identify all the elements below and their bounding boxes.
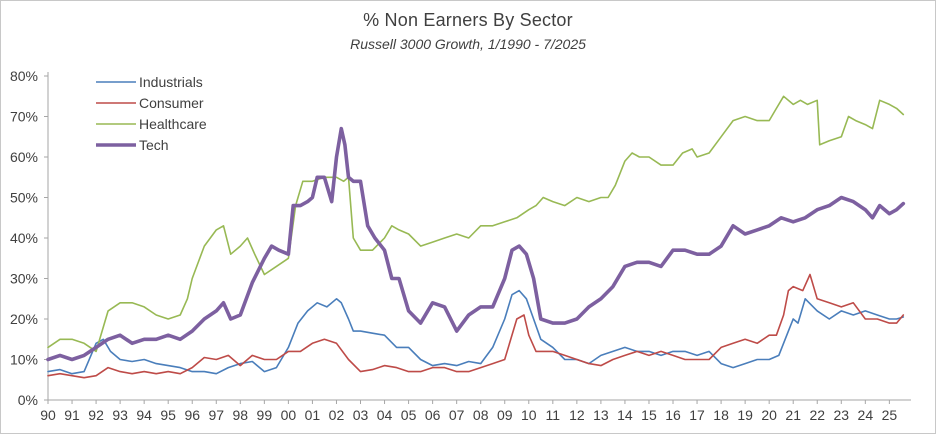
y-tick-label: 20% (10, 311, 38, 327)
x-tick-label: 22 (809, 407, 825, 423)
x-tick-label: 03 (353, 407, 369, 423)
x-tick-label: 97 (208, 407, 224, 423)
series-line-consumer (47, 273, 905, 379)
x-tick-labels: 90 91 92 93 94 95 96 97 98 99 00 01 02 03 04 05 06 07 08 09… (40, 400, 897, 423)
series-line-industrials (47, 289, 905, 375)
x-tick-label: 98 (233, 407, 249, 423)
x-tick-label: 18 (713, 407, 729, 423)
x-tick-label: 23 (833, 407, 849, 423)
x-tick-label: 90 (40, 407, 56, 423)
x-tick-label: 99 (257, 407, 273, 423)
x-tick-label: 05 (401, 407, 417, 423)
legend-label-industrials: Industrials (139, 74, 203, 90)
y-tick-label: 0% (18, 392, 38, 408)
y-tick-label: 50% (10, 190, 38, 206)
x-tick-label: 10 (521, 407, 537, 423)
y-tick-label: 40% (10, 230, 38, 246)
x-tick-label: 07 (449, 407, 465, 423)
y-tick-labels: 0% 10% 20% 30% 40% 50% 60% 70% 80% (10, 68, 48, 408)
y-tick-label: 80% (10, 68, 38, 84)
x-tick-label: 91 (64, 407, 80, 423)
x-tick-label: 96 (184, 407, 200, 423)
x-tick-label: 08 (473, 407, 489, 423)
x-tick-label: 15 (641, 407, 657, 423)
x-tick-label: 92 (88, 407, 104, 423)
x-tick-label: 12 (569, 407, 585, 423)
x-tick-label: 20 (761, 407, 777, 423)
y-tick-label: 70% (10, 109, 38, 125)
y-tick-label: 60% (10, 149, 38, 165)
chart-subtitle: Russell 3000 Growth, 1/1990 - 7/2025 (350, 36, 586, 52)
series-lines (46, 95, 906, 379)
x-tick-label: 16 (665, 407, 681, 423)
x-tick-label: 06 (425, 407, 441, 423)
chart-title: % Non Earners By Sector (363, 10, 573, 30)
x-tick-label: 17 (689, 407, 705, 423)
x-tick-label: 19 (737, 407, 753, 423)
x-tick-label: 21 (785, 407, 801, 423)
x-tick-label: 93 (112, 407, 128, 423)
y-tick-label: 10% (10, 352, 38, 368)
x-tick-label: 14 (617, 407, 633, 423)
x-tick-label: 04 (377, 407, 393, 423)
x-tick-label: 00 (281, 407, 297, 423)
x-tick-label: 94 (136, 407, 152, 423)
plot-area: 0%10%20%30%40%50%60%70%80% 90 91 92 93 94 95 9… (10, 68, 911, 423)
legend: Industrials Consumer Healthcare Tech (96, 74, 207, 153)
legend-label-tech: Tech (139, 137, 169, 153)
y-tick-label: 30% (10, 271, 38, 287)
x-tick-label: 01 (305, 407, 321, 423)
x-tick-label: 25 (882, 407, 898, 423)
x-tick-label: 02 (329, 407, 345, 423)
series-line-tech (46, 126, 906, 362)
x-tick-label: 11 (546, 407, 561, 423)
series-line-healthcare (47, 95, 905, 353)
x-tick-label: 24 (858, 407, 874, 423)
x-tick-label: 09 (497, 407, 513, 423)
legend-label-healthcare: Healthcare (139, 116, 207, 132)
legend-label-consumer: Consumer (139, 95, 204, 111)
x-tick-label: 95 (160, 407, 176, 423)
x-tick-label: 13 (593, 407, 609, 423)
